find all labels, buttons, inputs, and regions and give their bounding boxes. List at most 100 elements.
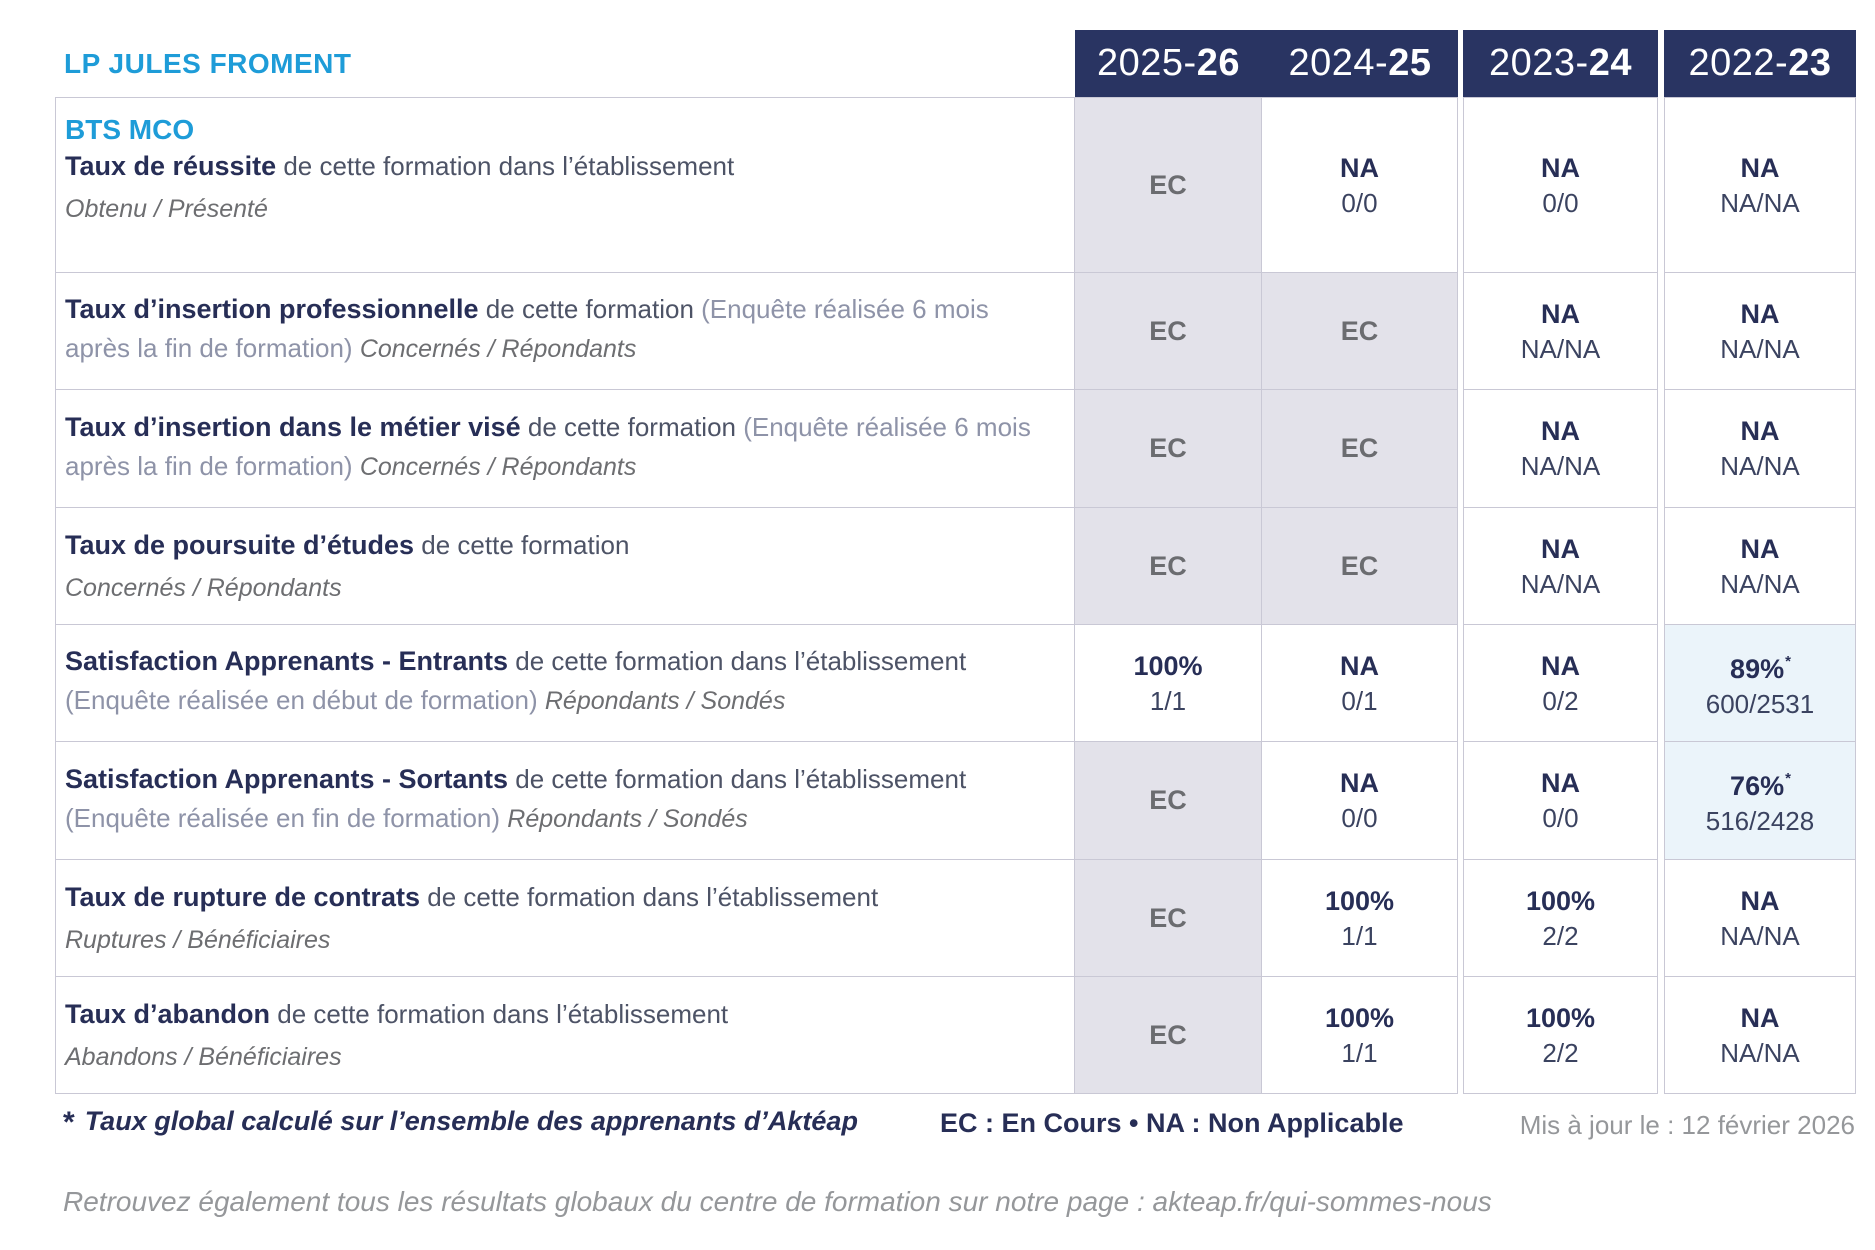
year-header-2025-26: 2025- 26: [1075, 30, 1262, 97]
value-cell: 100% 1/1: [1262, 860, 1458, 977]
value-cell: NA 0/0: [1463, 742, 1658, 860]
footnote: * Taux global calculé sur l’ensemble des …: [63, 1106, 858, 1140]
value-main: EC: [1340, 315, 1379, 346]
row-label: Taux de poursuite d’études de cette form…: [55, 508, 1075, 625]
column-gap: [1658, 625, 1664, 742]
value-main: NA: [1740, 885, 1780, 916]
value-sub: NA/NA: [1720, 187, 1800, 218]
value-cell: EC: [1075, 390, 1262, 508]
value-cell: NA NA/NA: [1664, 390, 1856, 508]
value-sub: 0/0: [1542, 187, 1579, 218]
results-table: LP JULES FROMENT 2025- 26 2024- 25 2023- 24…: [55, 30, 1856, 1094]
value-main: 100%: [1525, 1002, 1596, 1033]
value-cell: EC: [1075, 742, 1262, 860]
label-segment: (Enquête réalisée 6 mois après la fin de…: [65, 294, 989, 363]
row-title: Satisfaction Apprenants - Sortants de ce…: [65, 762, 1056, 840]
value-main: NA: [1740, 1002, 1780, 1033]
value-cell: 100% 2/2: [1463, 860, 1658, 977]
value-cell: NA NA/NA: [1664, 977, 1856, 1094]
value-cell: 100% 1/1: [1075, 625, 1262, 742]
value-sub: 516/2428: [1705, 806, 1815, 836]
column-gap: [1658, 742, 1664, 860]
label-segment: Répondants / Sondés: [544, 687, 786, 715]
value-cell: 100% 1/1: [1262, 977, 1458, 1094]
label-segment: de cette formation: [414, 530, 630, 560]
value-cell: 89%* 600/2531: [1664, 625, 1856, 742]
column-gap: [1658, 977, 1664, 1094]
updated-date: Mis à jour le : 12 février 2026: [1519, 1110, 1855, 1140]
value-main: NA: [1340, 152, 1379, 183]
value-main: 100%: [1525, 885, 1596, 916]
value-main: EC: [1149, 1019, 1187, 1050]
value-cell: NA 0/0: [1262, 742, 1458, 860]
year-header-2024-25: 2024- 25: [1262, 30, 1458, 97]
label-segment: Taux de réussite: [65, 151, 277, 181]
label-segment: de cette formation dans l’établissement: [508, 763, 967, 794]
row-title: Taux de poursuite d’études de cette form…: [65, 528, 1056, 567]
value-main: EC: [1340, 433, 1379, 463]
column-gap: [1658, 273, 1664, 390]
value-main: NA: [1740, 533, 1780, 564]
program-title: BTS MCO: [65, 114, 195, 145]
label-segment: Satisfaction Apprenants - Entrants: [65, 646, 509, 676]
value-sub: NA/NA: [1720, 451, 1800, 481]
label-segment: Concernés / Répondants: [359, 452, 637, 481]
label-segment: Taux d’insertion professionnelle: [65, 294, 479, 324]
label-segment: de cette formation: [520, 411, 744, 442]
value-main: EC: [1149, 315, 1187, 346]
value-main: 89%*: [1730, 652, 1791, 684]
year-bold: 25: [1388, 42, 1432, 84]
value-sub: 0/2: [1542, 685, 1579, 716]
value-sub: 2/2: [1542, 920, 1579, 951]
value-sub: NA/NA: [1720, 568, 1800, 599]
value-main: EC: [1149, 902, 1187, 933]
value-cell: EC: [1075, 273, 1262, 390]
value-cell: EC: [1075, 508, 1262, 625]
row-label: Satisfaction Apprenants - Sortants de ce…: [55, 742, 1075, 860]
value-main: NA: [1340, 768, 1379, 798]
value-sub: 1/1: [1341, 1037, 1378, 1068]
value-sub: NA/NA: [1520, 333, 1601, 364]
value-sub: 0/0: [1341, 803, 1378, 833]
label-segment: Répondants / Sondés: [507, 804, 748, 833]
year-bold: 26: [1196, 42, 1240, 84]
row-title: Taux d’insertion professionnelle de cett…: [65, 292, 1056, 370]
value-cell: EC: [1075, 977, 1262, 1094]
school-name-cell: LP JULES FROMENT: [55, 30, 1075, 97]
row-subtitle: Ruptures / Bénéficiaires: [65, 926, 331, 954]
row-label: Taux d’insertion professionnelle de cett…: [55, 273, 1075, 390]
value-cell: EC: [1262, 508, 1458, 625]
value-sub: NA/NA: [1520, 451, 1601, 481]
row-title: Taux de rupture de contrats de cette for…: [65, 880, 1056, 919]
footer-note: Retrouvez également tous les résultats g…: [63, 1186, 1492, 1217]
value-main: NA: [1740, 298, 1780, 329]
column-gap: [1658, 508, 1664, 625]
value-cell: NA 0/1: [1262, 625, 1458, 742]
value-cell: EC: [1075, 97, 1262, 273]
value-main: NA: [1541, 416, 1580, 446]
year-header-2022-23: 2022- 23: [1664, 30, 1856, 97]
value-cell: NA NA/NA: [1664, 273, 1856, 390]
value-main: NA: [1740, 416, 1780, 446]
asterisk: *: [63, 1106, 75, 1139]
year-prefix: 2025-: [1097, 42, 1197, 84]
value-main: NA: [1541, 152, 1580, 183]
value-cell: NA NA/NA: [1463, 390, 1658, 508]
label-segment: de cette formation dans l’établissement: [420, 882, 879, 912]
column-gap: [1458, 390, 1463, 508]
value-main: NA: [1541, 768, 1580, 798]
label-segment: (Enquête réalisée 6 mois après la fin de…: [65, 411, 1031, 481]
value-main: NA: [1740, 152, 1780, 183]
value-cell: NA NA/NA: [1463, 508, 1658, 625]
year-header-2023-24: 2023- 24: [1463, 30, 1658, 97]
value-sub: 2/2: [1542, 1037, 1579, 1068]
value-sub: 1/1: [1149, 685, 1187, 716]
value-sub: NA/NA: [1720, 333, 1800, 364]
row-label: Taux de rupture de contrats de cette for…: [55, 860, 1075, 977]
row-title: Taux d’abandon de cette formation dans l…: [65, 997, 1056, 1036]
label-segment: de cette formation dans l’établissement: [270, 999, 729, 1029]
value-main: EC: [1149, 433, 1187, 463]
year-bold: 23: [1788, 42, 1832, 84]
row-title: Satisfaction Apprenants - Entrants de ce…: [65, 644, 1056, 722]
value-main: EC: [1340, 550, 1379, 581]
